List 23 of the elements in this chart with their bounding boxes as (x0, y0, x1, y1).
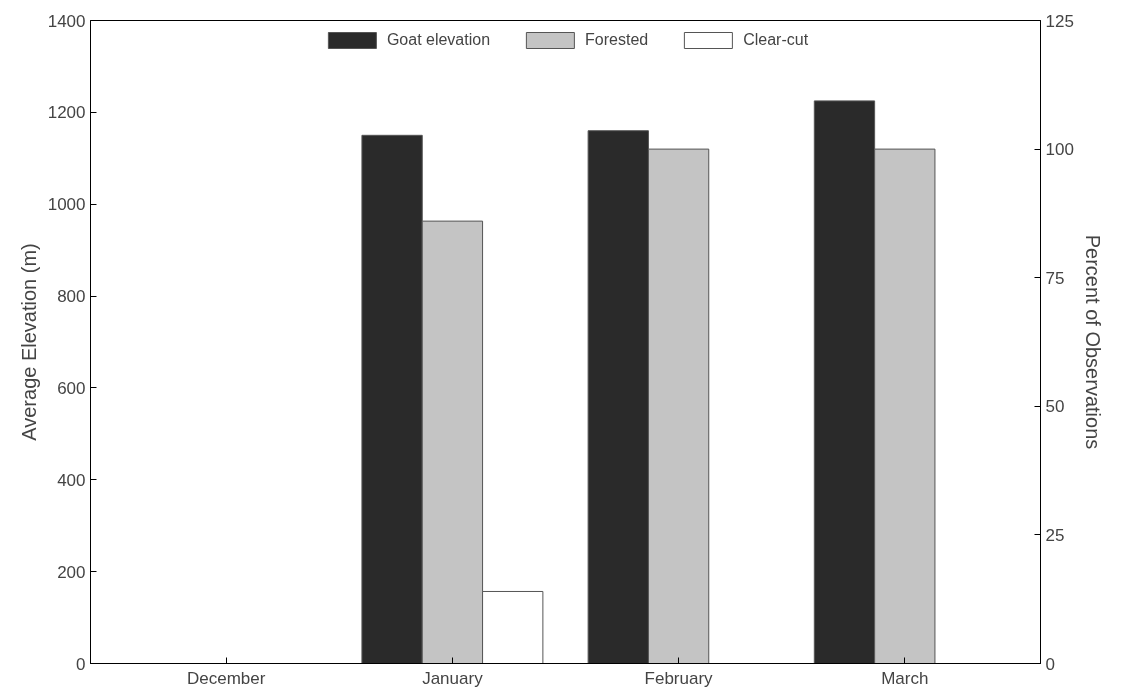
x-tick-label: January (422, 668, 484, 688)
y2-axis-title: Percent of Observations (1081, 234, 1104, 450)
y-tick-label: 200 (57, 562, 86, 582)
x-tick-label: December (187, 668, 266, 688)
y-tick-label: 600 (57, 378, 86, 398)
y-tick-label: 0 (76, 654, 86, 674)
y-tick-label: 400 (57, 470, 86, 490)
y-tick-label: 1400 (47, 11, 86, 31)
y-tick-label: 1200 (47, 103, 86, 123)
y2-tick-label: 75 (1045, 268, 1065, 288)
y2-tick-label: 125 (1045, 11, 1074, 31)
y-tick-label: 800 (57, 287, 86, 307)
y2-tick-label: 25 (1045, 525, 1065, 545)
y2-tick-label: 100 (1045, 140, 1074, 160)
legend-label: Forested (585, 31, 649, 49)
y2-tick-label: 50 (1045, 397, 1065, 417)
y2-tick-label: 0 (1045, 654, 1055, 674)
y-axis-title: Average Elevation (m) (17, 243, 40, 441)
x-tick-label: March (881, 668, 929, 688)
legend-label: Goat elevation (386, 31, 491, 49)
x-tick-label: February (644, 668, 714, 688)
y-tick-label: 1000 (47, 195, 86, 215)
legend-label: Clear-cut (743, 31, 809, 49)
